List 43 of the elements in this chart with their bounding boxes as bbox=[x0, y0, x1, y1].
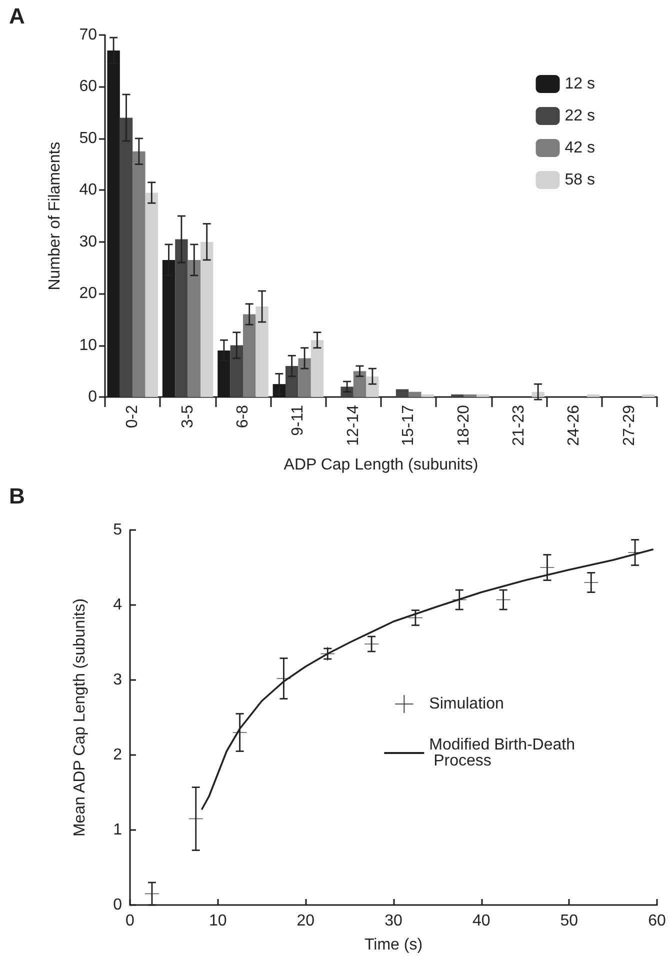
x-tick-label: 50 bbox=[560, 912, 578, 930]
x-axis-title: Time (s) bbox=[364, 936, 423, 954]
chart-title: A bbox=[9, 4, 25, 28]
y-tick-label: 20 bbox=[79, 285, 98, 302]
chart-title: B bbox=[9, 484, 25, 508]
y-tick-label: 2 bbox=[113, 746, 122, 764]
y-axis-title: Mean ADP Cap Length (subunits) bbox=[72, 598, 88, 837]
legend-label: 58 s bbox=[564, 172, 596, 188]
x-tick-label: 21-23 bbox=[510, 404, 528, 446]
x-tick-label: 0-2 bbox=[124, 404, 142, 428]
x-tick-label: 3-5 bbox=[179, 404, 196, 428]
x-axis-title: ADP Cap Length (subunits) bbox=[284, 456, 478, 474]
x-tick-label: 30 bbox=[384, 912, 402, 930]
y-tick-label: 5 bbox=[113, 522, 122, 538]
legend-label: Modified Birth-Death Process bbox=[429, 736, 575, 770]
x-tick-label: 0 bbox=[126, 912, 135, 930]
y-tick-label: 30 bbox=[79, 233, 98, 250]
x-tick-label: 15-17 bbox=[400, 404, 418, 446]
x-tick-label: 10 bbox=[208, 912, 227, 930]
y-tick-label: 60 bbox=[79, 78, 98, 96]
y-tick-label: 3 bbox=[113, 672, 122, 688]
x-tick-label: 40 bbox=[472, 912, 490, 930]
x-tick-label: 6-8 bbox=[234, 404, 252, 428]
x-tick-label: 24-26 bbox=[566, 404, 583, 446]
y-tick-label: 1 bbox=[113, 822, 122, 838]
legend-label: 12 s bbox=[564, 76, 596, 92]
y-axis-title: Number of Filaments bbox=[46, 142, 64, 290]
x-tick-label: 20 bbox=[296, 912, 315, 930]
y-tick-label: 10 bbox=[79, 336, 98, 354]
y-tick-label: 4 bbox=[113, 596, 122, 614]
y-tick-label: 50 bbox=[79, 130, 98, 147]
x-tick-label: 60 bbox=[648, 912, 666, 930]
x-tick-label: 9-11 bbox=[290, 404, 307, 436]
y-tick-label: 0 bbox=[88, 388, 98, 406]
y-tick-label: 40 bbox=[79, 182, 98, 199]
x-tick-label: 27-29 bbox=[620, 404, 638, 446]
y-tick-label: 70 bbox=[79, 26, 98, 44]
legend-label: 22 s bbox=[564, 108, 596, 124]
x-tick-label: 18-20 bbox=[455, 404, 472, 446]
legend-label: Simulation bbox=[429, 696, 504, 712]
x-tick-label: 12-14 bbox=[344, 404, 362, 446]
y-tick-label: 0 bbox=[113, 896, 122, 914]
legend-label: 42 s bbox=[564, 140, 596, 156]
